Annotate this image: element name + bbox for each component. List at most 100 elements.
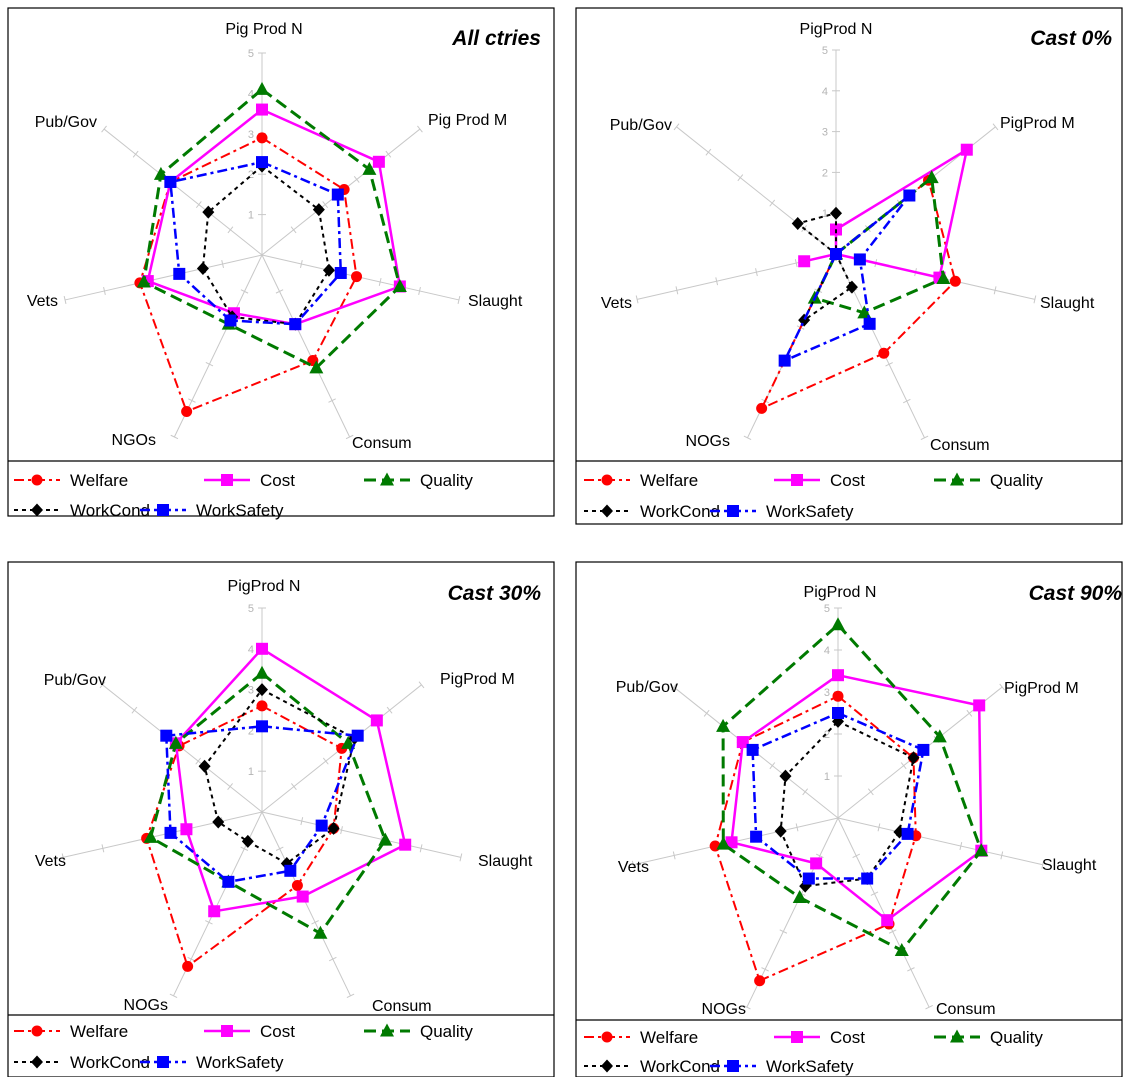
data-point-welfare (878, 347, 890, 359)
axis-tick (635, 295, 639, 304)
data-point-workcond (312, 203, 325, 217)
legend-marker (791, 1031, 803, 1043)
legend-marker (950, 472, 964, 486)
axis-label: Vets (618, 859, 649, 876)
radar-panel-1: Pig Prod N Pig Prod M Slaught Consum NGOs Vet… (7, 7, 555, 520)
data-point-worksafety (164, 826, 177, 839)
axis-tick (761, 967, 769, 972)
data-point-welfare (832, 690, 844, 702)
legend: Welfare Cost Quality WorkCond WorkSafety (14, 471, 473, 520)
scale-label: 5 (824, 603, 830, 615)
data-point-cost (180, 823, 193, 836)
data-point-welfare (181, 406, 193, 418)
chart-title: All ctries (451, 27, 541, 50)
axis-tick (311, 920, 319, 925)
data-point-welfare (754, 975, 766, 987)
data-point-worksafety (903, 189, 916, 202)
axis-tick (966, 709, 973, 717)
scale-label: 1 (822, 208, 828, 220)
axis-tick (993, 286, 997, 295)
axis-tick (340, 826, 343, 835)
axis-tick (999, 683, 1006, 691)
radar-axis (837, 817, 930, 1008)
axis-tick (131, 706, 138, 714)
radar-panel-2: PigProd N PigProd M Slaught Consum NOGs Vets P… (575, 7, 1123, 525)
legend-label: WorkSafety (766, 1057, 854, 1076)
data-point-quality (936, 271, 951, 285)
data-point-welfare (291, 880, 303, 892)
data-point-workcond (212, 815, 225, 829)
series-cost (141, 103, 406, 331)
data-point-worksafety (832, 707, 844, 719)
legend-item-worksafety: WorkSafety (710, 502, 854, 521)
data-point-quality (313, 925, 328, 939)
legend-item-quality: Quality (934, 1028, 1043, 1047)
axis-label: Consum (936, 1001, 996, 1018)
legend-marker (157, 504, 169, 516)
series-workcond (774, 714, 920, 893)
axis-tick (170, 434, 179, 440)
scale-label: 5 (248, 603, 254, 615)
axis-tick (715, 277, 719, 286)
data-point-quality (932, 729, 947, 743)
legend-marker (31, 1025, 43, 1037)
data-point-workcond (198, 759, 211, 773)
scale-label: 1 (248, 210, 254, 222)
scale-label: 3 (248, 129, 254, 141)
legend-label: Quality (990, 1028, 1043, 1047)
data-point-cost (736, 736, 749, 749)
legend-item-worksafety: WorkSafety (140, 1053, 284, 1072)
legend-item-workcond: WorkCond (584, 1057, 720, 1076)
data-point-quality (792, 889, 807, 903)
series-line-quality (721, 623, 983, 952)
data-point-quality (392, 278, 407, 292)
radar-axis (261, 254, 351, 438)
axis-tick (815, 853, 824, 859)
axis-tick (672, 851, 676, 860)
scale-label: 4 (824, 645, 830, 657)
legend-item-cost: Cost (204, 471, 295, 490)
radar-axis (64, 254, 263, 301)
series-line-quality (142, 87, 402, 370)
axis-tick (794, 259, 798, 268)
series-welfare (756, 174, 961, 414)
axis-label: Pub/Gov (616, 679, 678, 696)
data-point-worksafety (750, 830, 763, 843)
data-point-workcond (791, 216, 804, 230)
axis-label: Slaught (1042, 857, 1097, 874)
data-point-quality (341, 735, 356, 749)
series-quality (807, 170, 951, 319)
axis-tick (703, 709, 710, 717)
legend-item-welfare: Welfare (584, 471, 698, 490)
legend-marker (380, 472, 394, 486)
data-point-worksafety (331, 188, 344, 201)
legend-item-quality: Quality (934, 471, 1043, 490)
data-point-cost (296, 890, 309, 903)
radar-axis (837, 817, 1043, 866)
radar-axis (261, 811, 351, 997)
series-worksafety (160, 720, 364, 888)
data-point-workcond (774, 824, 787, 838)
series-line-welfare (138, 136, 358, 413)
axis-tick (169, 993, 178, 998)
axis-tick (795, 823, 799, 832)
axis-label: NGOs (112, 432, 156, 449)
panel-frame (7, 561, 555, 1077)
legend-marker (601, 504, 613, 518)
data-point-welfare (351, 271, 363, 283)
axis-tick (737, 174, 744, 182)
data-point-welfare (256, 132, 268, 144)
axis-label: PigProd M (440, 671, 515, 688)
legend-marker (727, 505, 739, 517)
axis-tick (240, 289, 249, 294)
data-point-quality (255, 81, 269, 95)
series-line-cost (174, 647, 407, 913)
axis-tick (418, 286, 421, 295)
data-point-worksafety (334, 266, 347, 279)
data-point-cost (256, 642, 268, 655)
data-point-quality (362, 161, 377, 175)
axis-tick (1000, 851, 1004, 860)
axis-tick (227, 783, 233, 791)
radar-axis (746, 817, 839, 1008)
axis-tick (877, 823, 881, 832)
